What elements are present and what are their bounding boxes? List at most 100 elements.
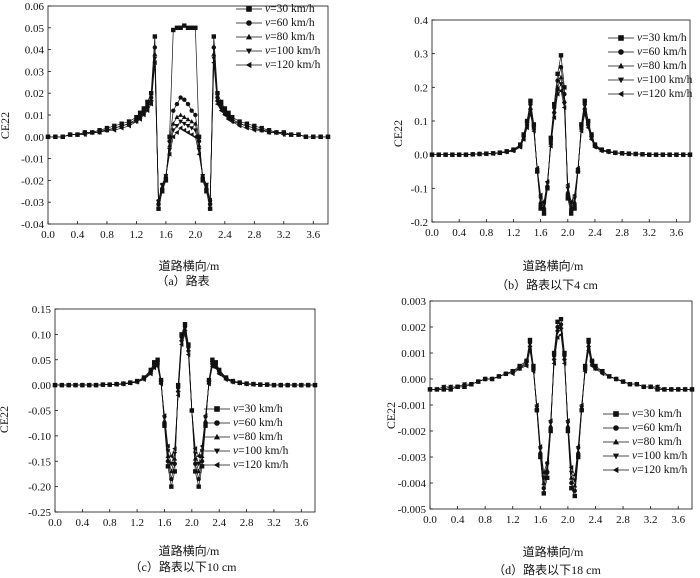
data-point: [572, 202, 577, 208]
x-tick-label: 3.2: [267, 517, 281, 529]
data-point: [589, 363, 594, 369]
data-point: [561, 360, 567, 366]
data-point: [541, 208, 547, 213]
x-tick-label: 3.6: [306, 229, 320, 241]
data-point: [682, 386, 687, 392]
data-point: [119, 124, 125, 129]
x-tick-label: 0.4: [451, 514, 465, 526]
data-point: [555, 330, 560, 335]
data-point: [534, 165, 540, 171]
legend-marker: [246, 6, 252, 12]
x-tick-label: 2.8: [240, 517, 254, 529]
data-point: [589, 137, 594, 142]
data-point: [167, 142, 172, 148]
legend-variable: v: [632, 422, 638, 434]
data-point: [244, 124, 250, 129]
data-point: [182, 322, 188, 327]
legend-variable: v: [632, 436, 638, 448]
data-point: [673, 152, 679, 158]
data-point: [639, 151, 645, 157]
data-point: [192, 128, 198, 133]
data-point: [192, 134, 198, 140]
legend-variable: v: [632, 408, 638, 420]
x-tick-label: 2.8: [247, 229, 261, 241]
data-point: [182, 331, 187, 337]
y-tick-label: 0.01: [25, 110, 44, 122]
legend-label: =30 km/h: [637, 408, 682, 420]
legend-label: =100 km/h: [270, 45, 321, 57]
data-point: [199, 453, 205, 459]
x-tick-label: 2.8: [615, 227, 629, 239]
panel-d-ylabel: CE22: [384, 401, 399, 430]
data-point: [189, 408, 194, 413]
legend-variable: v: [637, 88, 643, 100]
data-point: [585, 125, 591, 131]
data-point: [613, 376, 619, 382]
data-point: [298, 382, 304, 388]
data-point: [285, 382, 290, 388]
data-point: [193, 112, 198, 118]
data-point: [169, 476, 174, 482]
legend-label: =60 km/h: [637, 422, 682, 434]
data-point: [288, 132, 294, 138]
data-point: [192, 446, 198, 451]
data-point: [141, 110, 147, 116]
x-tick-label: 3.2: [644, 514, 658, 526]
data-point: [586, 345, 591, 351]
data-point: [489, 376, 494, 382]
data-point: [303, 134, 308, 140]
data-point: [186, 342, 191, 347]
legend-marker: [617, 90, 624, 98]
legend-variable: v: [233, 445, 239, 457]
data-point: [189, 108, 194, 113]
series-line: [48, 58, 328, 203]
data-point: [179, 342, 184, 347]
legend-item: v =60 km/h: [608, 45, 692, 59]
data-point: [60, 134, 65, 140]
data-point: [264, 382, 269, 388]
panel-d: 0.0 0.4 0.8 1.2 1.6 2.0 2.4 2.8 3.2 3.6 -0.005 -0.0…: [350, 286, 700, 577]
data-point: [538, 199, 544, 204]
data-point: [568, 208, 574, 213]
data-point: [226, 115, 231, 120]
legend-item: v =30 km/h: [204, 402, 288, 416]
legend-item: v =30 km/h: [236, 2, 320, 16]
y-tick-label: -0.001: [398, 400, 426, 412]
data-point: [528, 109, 533, 114]
legend-label: =60 km/h: [642, 46, 687, 58]
data-point: [207, 206, 213, 211]
panel-c: 0.0 0.4 0.8 1.2 1.6 2.0 2.4 2.8 3.2 3.6 -0.25 -0.20…: [0, 286, 350, 574]
x-tick-label: 0.4: [71, 229, 85, 241]
data-point: [167, 151, 172, 157]
data-point: [82, 132, 87, 138]
data-point: [97, 130, 102, 135]
legend-item: v =60 km/h: [236, 16, 320, 30]
legend-marker: [245, 61, 252, 69]
data-point: [211, 34, 216, 39]
data-point: [572, 199, 577, 204]
data-point: [52, 134, 58, 140]
data-point: [586, 347, 591, 353]
legend-variable: v: [637, 46, 643, 58]
data-point: [541, 199, 546, 205]
legend-swatch: [236, 48, 262, 55]
data-point: [586, 340, 591, 345]
data-point: [668, 386, 674, 392]
data-point: [510, 369, 516, 374]
panel-b: 0.0 0.4 0.8 1.2 1.6 2.0 2.4 2.8 3.2 3.6 -0.2 -0.1 0.…: [350, 0, 700, 292]
x-tick-label: 0.8: [479, 227, 493, 239]
x-tick-label: 3.6: [670, 227, 684, 239]
data-point: [185, 25, 191, 30]
legend-swatch: [204, 406, 230, 412]
data-point: [555, 334, 560, 340]
data-point: [185, 101, 191, 107]
legend-marker: [213, 433, 221, 440]
data-point: [551, 360, 556, 366]
legend-marker: [214, 406, 220, 412]
data-point: [172, 446, 177, 451]
x-tick-label: 0.8: [100, 229, 114, 241]
data-point: [251, 126, 257, 131]
data-point: [490, 151, 495, 157]
data-point: [589, 361, 595, 366]
